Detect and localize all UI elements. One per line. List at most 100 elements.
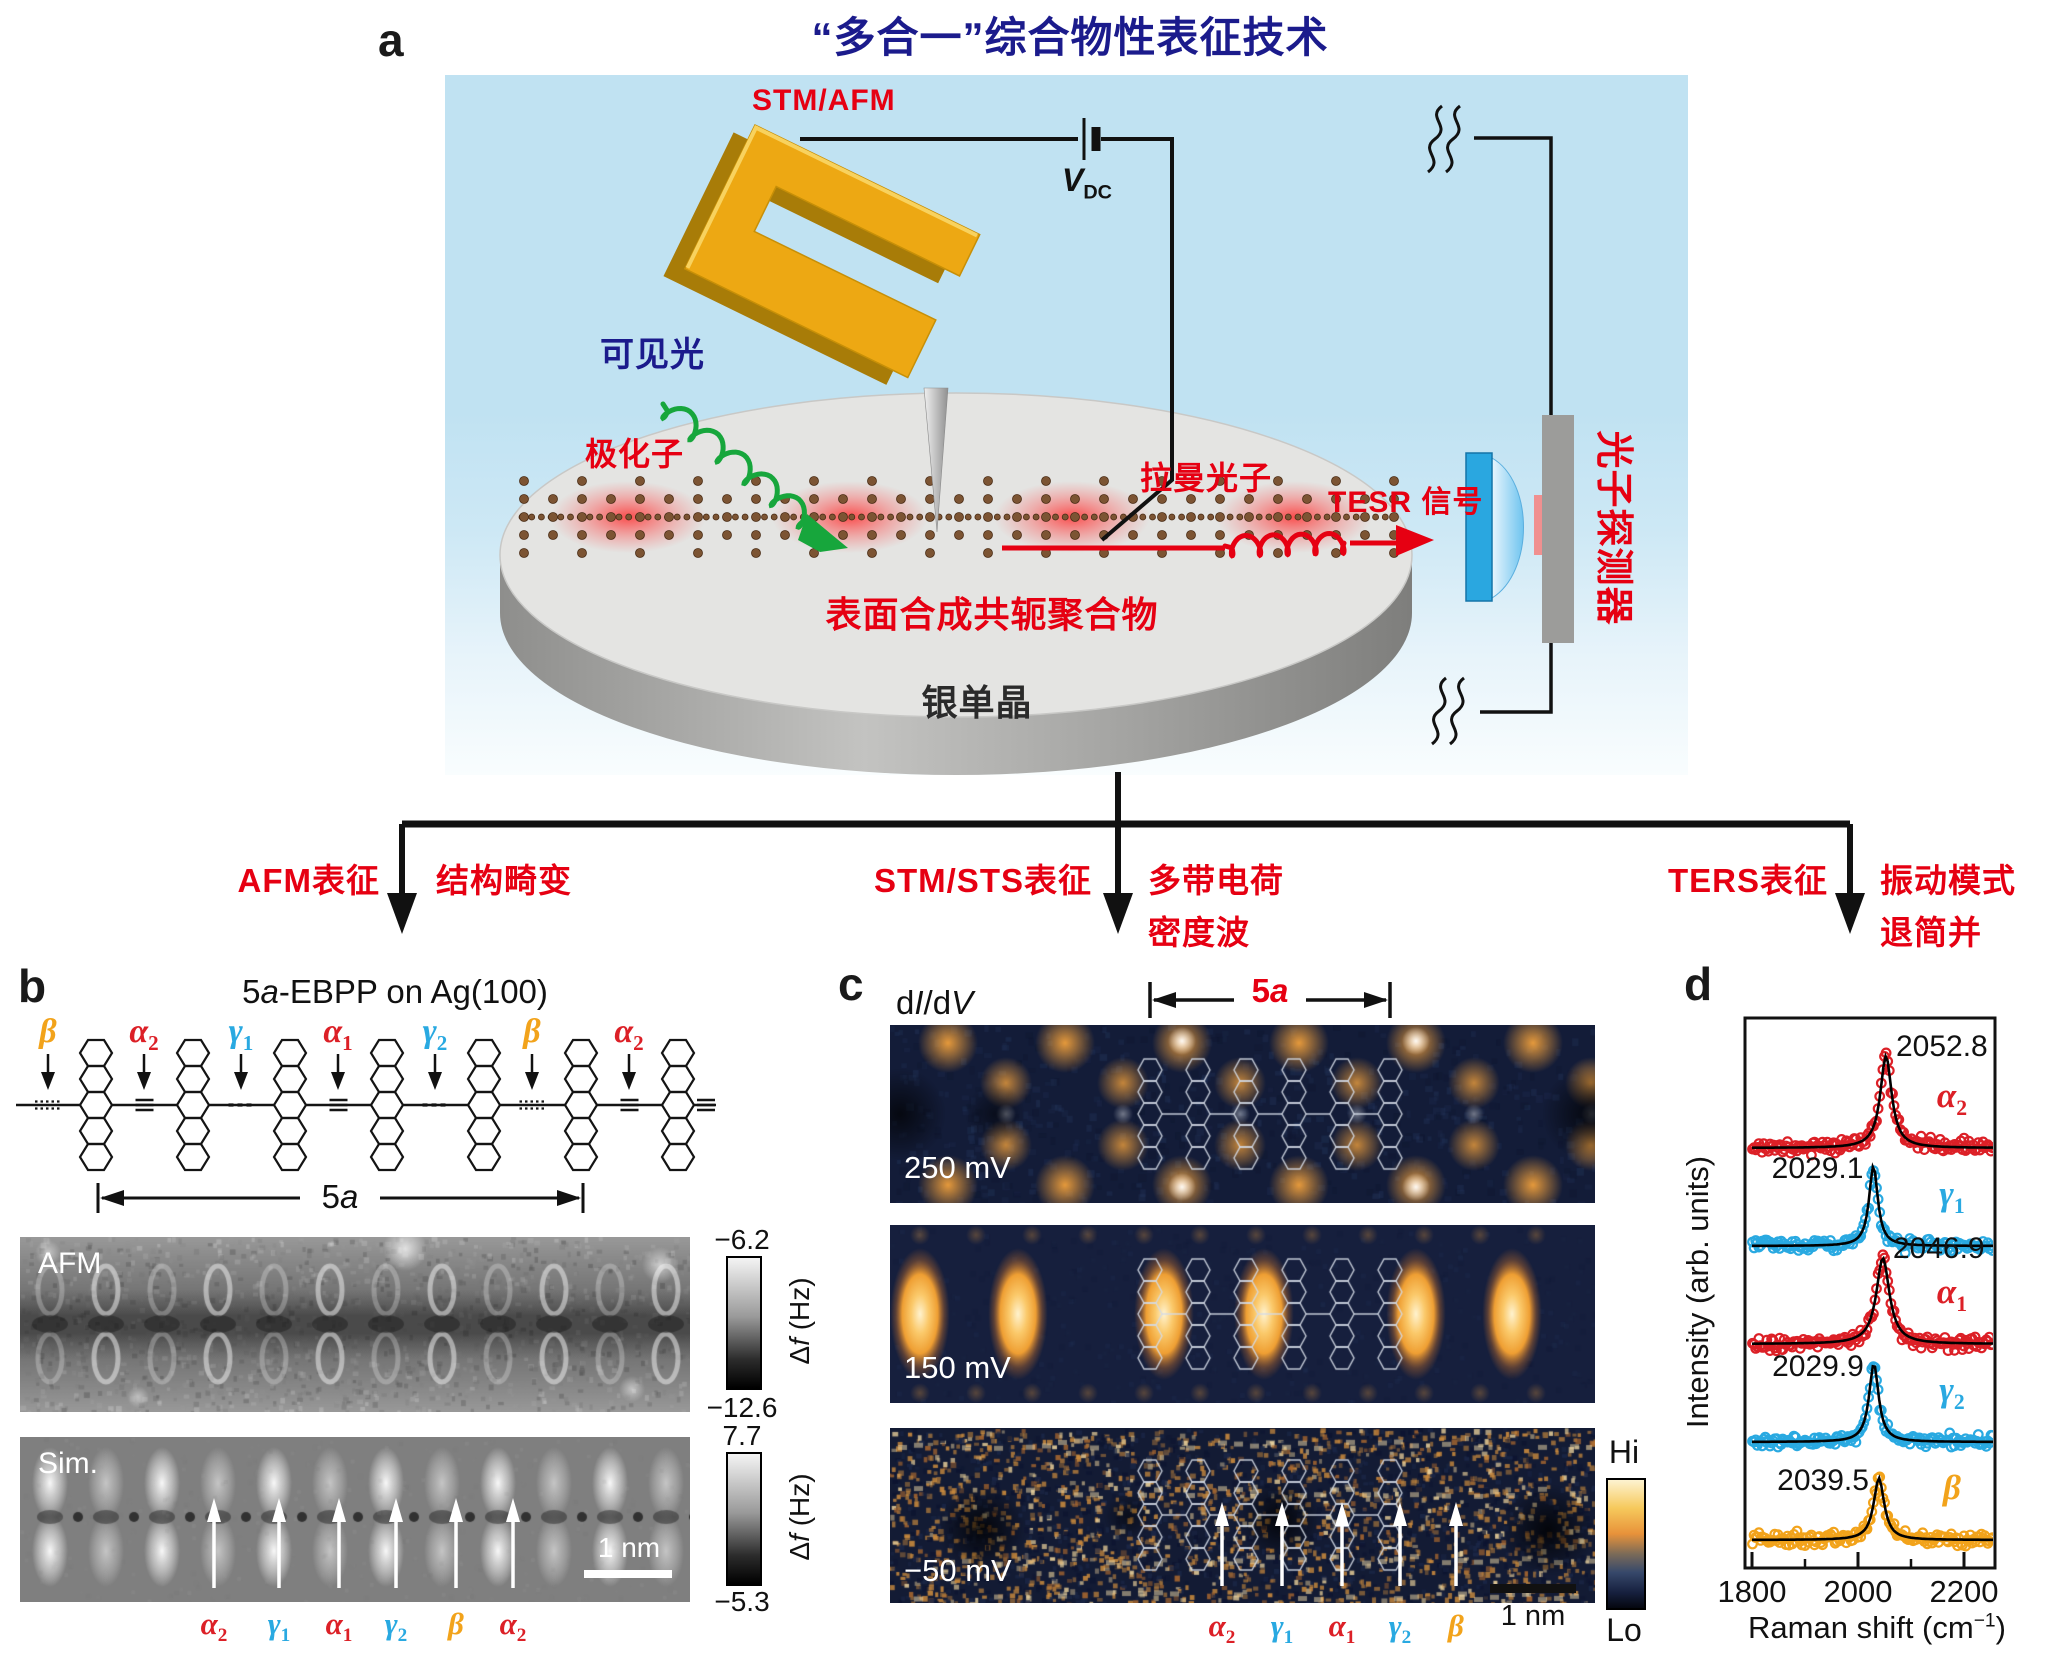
site-label: β [39,1013,57,1050]
figure-title: “多合一”综合物性表征技术 [811,14,1329,61]
didv-i: I [914,984,924,1021]
didv-cbar-lo: Lo [1606,1612,1642,1648]
sim-arrow-label: α2 [499,1606,527,1647]
peak-value-label: 2052.8 [1895,1030,1988,1063]
b-span-5a: 5a [308,1178,372,1216]
series-label-alpha2: α2 [1936,1076,1968,1120]
tesr-signal-label: TESR 信号 [1328,486,1484,519]
afm-experimental-image [20,1237,690,1412]
site-arrow-icon [331,1072,345,1090]
panel-c-letter: c [838,958,864,1010]
site-label: α2 [129,1013,159,1055]
peak-value-label: 2046.9 [1892,1232,1985,1265]
visible-light-label: 可见光 [600,336,705,374]
didv-scalebar-label: 1 nm [1500,1600,1566,1632]
polymer-label: 表面合成共轭聚合物 [825,594,1159,635]
flow-stm-method: STM/STS表征 [873,862,1092,899]
vdc-symbol: V [1062,162,1084,198]
site-label: α2 [614,1013,644,1055]
afm-cbar-unit: Δf (Hz) [784,1277,816,1364]
y-axis-label: Intensity (arb. units) [1680,1155,1716,1429]
didv-arrow-label: γ1 [1270,1608,1294,1649]
bias-label-150mv: 150 mV [904,1350,1011,1385]
didv-cbar-hi: Hi [1608,1434,1640,1470]
afm-image-label: AFM [38,1247,102,1280]
peak-value-label: 2029.1 [1771,1152,1864,1185]
sim-cbar-unit: Δf (Hz) [784,1473,816,1560]
sim-arrow-label: α1 [325,1606,353,1647]
panel-b-letter: b [18,960,47,1012]
flow-arrowhead-icon [1835,893,1865,934]
c-span-5: 5 [1251,972,1270,1009]
didv-colorbar [1606,1478,1646,1610]
didv-d2: /d [923,984,952,1021]
flow-afm-method: AFM表征 [237,862,380,899]
site-arrow-icon [41,1072,55,1090]
sim-cbar-top: 7.7 [722,1420,762,1451]
b-title-rest: -EBPP on Ag(100) [278,973,548,1010]
site-label: α1 [323,1013,353,1055]
site-label: γ1 [228,1013,254,1055]
flow-arrowhead-icon [387,893,417,934]
x-tick-label: 2200 [1929,1574,1999,1609]
peak-value-label: 2029.9 [1772,1350,1864,1383]
didv-d1: d [896,984,915,1021]
series-label-gamma1: γ1 [1939,1174,1965,1218]
bias-label-250mv: 250 mV [904,1150,1011,1185]
x-tick-label: 1800 [1717,1574,1787,1609]
site-arrow-icon [234,1072,248,1090]
afm-unit-delta: Δ [783,1345,815,1365]
site-label: β [523,1013,541,1050]
sim-unit-delta: Δ [783,1541,815,1561]
sim-scalebar-line [584,1570,672,1578]
didv-scalebar-line [1490,1584,1576,1593]
panel-b-title: 5a-EBPP on Ag(100) [145,973,645,1011]
x-axis-label: Raman shift (cm−1) [1722,1610,2032,1646]
flow-ters-result-2: 退简并 [1880,914,1982,951]
vdc-subscript: DC [1083,181,1112,204]
x-tick-label: 2000 [1823,1574,1893,1609]
site-arrow-icon [428,1072,442,1090]
polaron-label: 极化子 [585,436,685,472]
afm-unit-f: f [783,1338,815,1346]
site-label: γ2 [422,1013,448,1055]
series-label-beta: β [1943,1468,1961,1507]
series-label-gamma2: γ2 [1939,1370,1965,1414]
xlabel-pre: Raman shift (cm [1748,1610,1974,1645]
didv-arrow-label: α1 [1328,1608,1356,1649]
sim-image-label: Sim. [38,1447,98,1480]
stm-afm-label: STM/AFM [752,84,896,117]
site-arrow-icon [622,1072,636,1090]
xlabel-sup: −1 [1973,1610,1996,1632]
flow-ters-method: TERS表征 [1667,862,1828,899]
flow-arrowhead-icon [1103,893,1133,934]
flow-stm-result-2: 密度波 [1148,914,1250,951]
site-arrow-icon [525,1072,539,1090]
molecule-structure [16,1038,716,1172]
sim-colorbar [726,1452,762,1586]
series-label-alpha1: α1 [1936,1272,1968,1316]
c-span-a: a [1270,972,1289,1009]
afm-unit-hz: (Hz) [783,1277,815,1339]
peak-value-label: 2039.5 [1777,1464,1869,1497]
didv-map-250mv [890,1025,1595,1203]
b-title-a: a [260,973,279,1010]
sim-scalebar-label: 1 nm [597,1532,661,1563]
panel-a-letter: a [378,14,404,66]
sim-arrow-label: γ1 [267,1606,291,1647]
flow-afm-result: 结构畸变 [436,862,572,899]
afm-cbar-bottom: −12.6 [706,1392,778,1423]
didv-arrow-label: β [1448,1608,1464,1643]
xlabel-post: ) [1995,1610,2006,1645]
sim-arrow-label: γ2 [384,1606,408,1647]
didv-map-neg50mv [890,1428,1595,1603]
sim-arrow-label: α2 [200,1606,228,1647]
didv-map-150mv [890,1225,1595,1403]
flow-ters-result-1: 振动模式 [1880,862,2016,899]
flow-stm-result-1: 多带电荷 [1148,862,1284,899]
silver-crystal-label: 银单晶 [921,682,1033,723]
b-span-a: a [340,1178,359,1215]
afm-colorbar [726,1256,762,1390]
b-title-5: 5 [242,973,261,1010]
bias-label-neg50mv: −50 mV [904,1553,1012,1588]
